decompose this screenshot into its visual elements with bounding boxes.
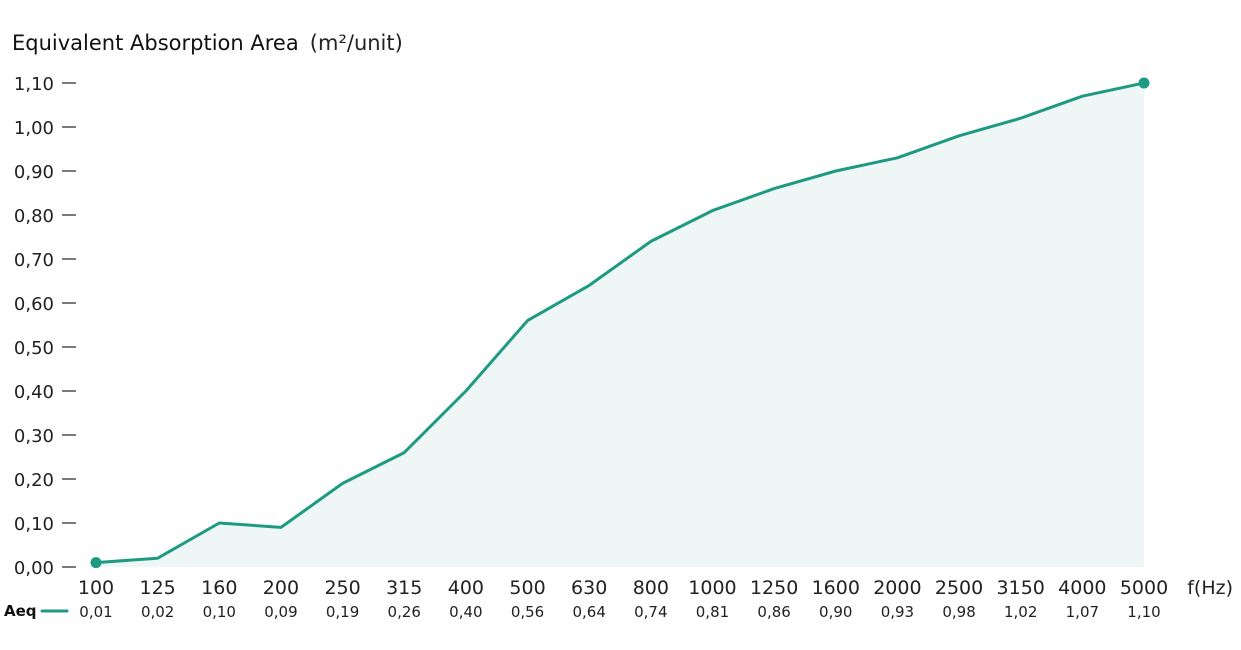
x-tick-label: 3150 xyxy=(997,577,1045,599)
data-value-label: 1,10 xyxy=(1127,603,1160,621)
x-tick-label: 2000 xyxy=(873,577,921,599)
x-tick-label: 315 xyxy=(386,577,422,599)
x-tick-label: 5000 xyxy=(1120,577,1168,599)
series-area-fill xyxy=(96,83,1144,567)
data-value-label: 0,09 xyxy=(264,603,297,621)
data-value-label: 0,74 xyxy=(634,603,667,621)
x-tick-label: 250 xyxy=(324,577,360,599)
data-value-label: 0,10 xyxy=(203,603,236,621)
y-tick-label: 0,00 xyxy=(14,558,54,579)
legend: Aeq xyxy=(4,602,69,620)
data-value-label: 0,26 xyxy=(388,603,421,621)
x-tick-label: 125 xyxy=(140,577,176,599)
data-value-label: 0,56 xyxy=(511,603,544,621)
x-tick-label: 1000 xyxy=(688,577,736,599)
y-tick-label: 0,10 xyxy=(14,514,54,535)
y-tick-label: 0,50 xyxy=(14,338,54,359)
data-value-label: 1,02 xyxy=(1004,603,1037,621)
y-tick-label: 0,70 xyxy=(14,250,54,271)
y-tick-label: 1,00 xyxy=(14,118,54,139)
data-value-label: 0,98 xyxy=(942,603,975,621)
data-value-label: 0,81 xyxy=(696,603,729,621)
x-tick-label: 1600 xyxy=(812,577,860,599)
y-axis: 0,00 0,10 0,20 0,30 0,40 0,50 0,60 0,70 0,80 0,90… xyxy=(14,74,76,579)
data-point xyxy=(1138,77,1150,89)
x-tick-label: 800 xyxy=(633,577,669,599)
x-tick-label: 4000 xyxy=(1058,577,1106,599)
y-tick-label: 0,90 xyxy=(14,162,54,183)
x-tick-label: 630 xyxy=(571,577,607,599)
series-line xyxy=(94,81,1146,565)
value-label-row: 0,01 0,02 0,10 0,09 0,19 0,26 0,40 0,56 0,64 0,74… xyxy=(79,603,1160,621)
x-tick-label: 1250 xyxy=(750,577,798,599)
y-tick-label: 1,10 xyxy=(14,74,54,95)
data-value-label: 0,64 xyxy=(572,603,605,621)
data-value-label: 0,02 xyxy=(141,603,174,621)
chart-title: Equivalent Absorption Area (m²/unit) xyxy=(12,31,403,55)
y-tick-label: 0,80 xyxy=(14,206,54,227)
data-value-label: 0,01 xyxy=(79,603,112,621)
y-tick-label: 0,40 xyxy=(14,382,54,403)
x-tick-label: 500 xyxy=(509,577,545,599)
x-tick-label: 160 xyxy=(201,577,237,599)
data-value-label: 0,19 xyxy=(326,603,359,621)
x-axis: 100 125 160 200 250 315 400 500 630 800 1000 1250 16… xyxy=(78,577,1168,599)
y-tick-label: 0,60 xyxy=(14,294,54,315)
y-tick-label: 0,20 xyxy=(14,470,54,491)
x-axis-label: f(Hz) xyxy=(1187,577,1233,599)
data-point xyxy=(90,557,102,569)
data-value-label: 0,93 xyxy=(881,603,914,621)
x-tick-label: 200 xyxy=(263,577,299,599)
y-tick-label: 0,30 xyxy=(14,426,54,447)
x-tick-label: 100 xyxy=(78,577,114,599)
x-tick-label: 2500 xyxy=(935,577,983,599)
plot-area xyxy=(90,77,1150,569)
data-value-label: 0,90 xyxy=(819,603,852,621)
data-value-label: 0,86 xyxy=(757,603,790,621)
data-value-label: 0,40 xyxy=(449,603,482,621)
legend-series-name: Aeq xyxy=(4,602,37,620)
x-tick-label: 400 xyxy=(448,577,484,599)
data-value-label: 1,07 xyxy=(1066,603,1099,621)
